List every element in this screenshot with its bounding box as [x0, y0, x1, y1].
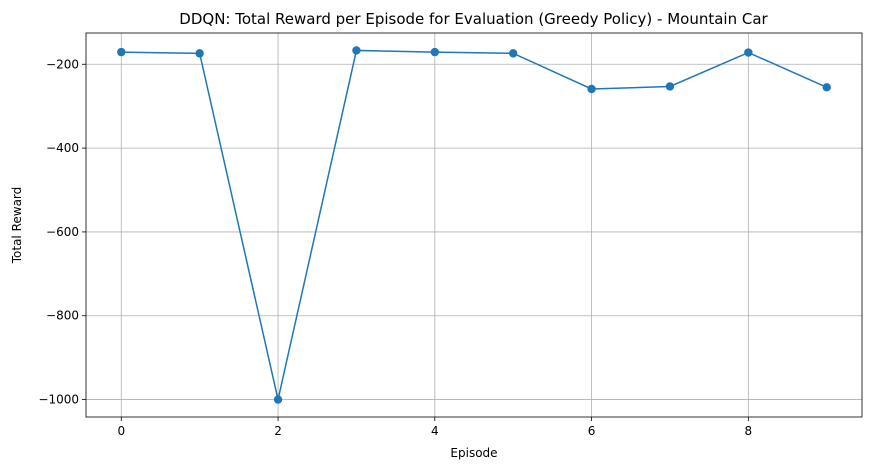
data-point	[822, 83, 831, 92]
x-axis-label: Episode	[450, 446, 497, 460]
x-tick-label: 6	[588, 424, 596, 438]
ticks: 0 2 4 6 8 −1000 −800 −600 −400 −200	[38, 57, 752, 438]
data-point	[117, 47, 126, 57]
plot-frame	[85, 32, 863, 418]
y-tick-label: −1000	[38, 393, 79, 407]
data-point	[587, 84, 596, 94]
data-point	[508, 49, 518, 58]
chart-title: DDQN: Total Reward per Episode for Evalu…	[179, 10, 768, 28]
grid	[86, 33, 862, 417]
y-tick-label: −200	[46, 57, 79, 71]
x-tick-label: 0	[117, 424, 125, 438]
data-point	[430, 47, 440, 57]
y-tick-label: −400	[46, 141, 79, 155]
x-tick-label: 4	[431, 424, 439, 438]
y-tick-label: −800	[46, 309, 79, 323]
x-tick-label: 2	[274, 424, 282, 438]
data-point	[665, 82, 675, 91]
y-axis-label: Total Reward	[10, 187, 24, 265]
series	[117, 46, 831, 404]
data-point	[195, 49, 204, 58]
x-tick-label: 8	[745, 424, 753, 438]
data-point	[352, 46, 361, 55]
data-point	[744, 48, 753, 57]
data-point	[273, 395, 283, 404]
series-line	[121, 49, 828, 400]
y-tick-label: −600	[46, 225, 79, 239]
